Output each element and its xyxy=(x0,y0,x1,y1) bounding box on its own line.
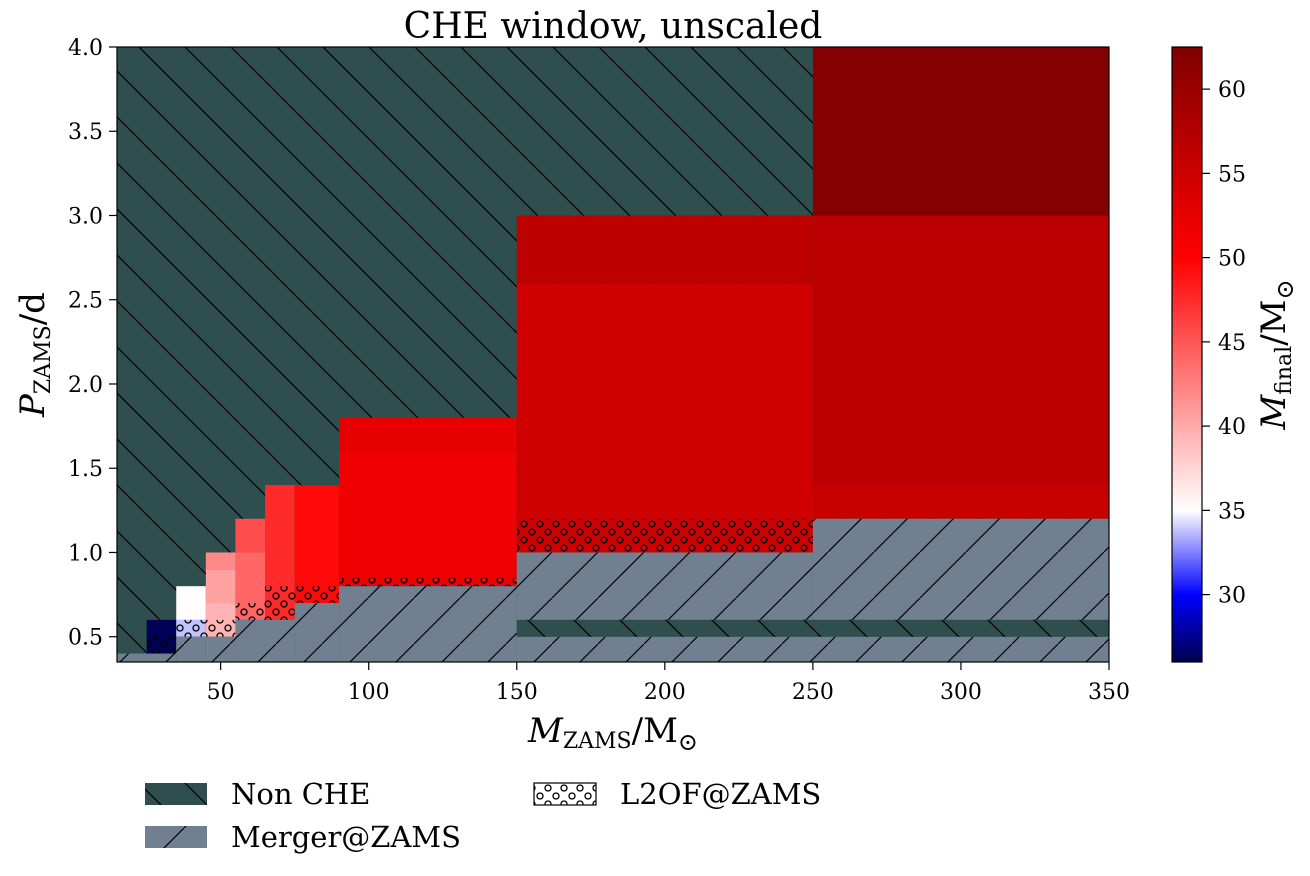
colorbar-label-unit-sub: ⊙ xyxy=(1271,279,1299,299)
l2of-hatch xyxy=(176,619,206,637)
x-tick-label: 100 xyxy=(348,680,390,705)
y-axis-label: PZAMS/d xyxy=(13,292,56,418)
heatmap-cell xyxy=(812,215,1109,486)
l2of-hatch xyxy=(235,603,266,620)
y-axis-label-unit: d xyxy=(13,292,53,314)
merger-hatch xyxy=(516,636,1109,662)
x-axis-label: MZAMS/M⊙ xyxy=(527,711,698,756)
l2of-hatch xyxy=(265,586,295,620)
colorbar-tick-label: 45 xyxy=(1218,331,1246,356)
legend-label: Non CHE xyxy=(231,777,370,811)
heatmap-cell xyxy=(205,552,236,570)
y-axis-label-var: P xyxy=(13,393,53,418)
plot-area xyxy=(117,47,1109,662)
x-tick-label: 250 xyxy=(792,680,834,705)
l2of-hatch xyxy=(339,577,517,587)
chart-title: CHE window, unscaled xyxy=(404,6,823,47)
merger-hatch xyxy=(176,636,206,662)
merger-hatch xyxy=(339,586,517,662)
colorbar-tick-label: 55 xyxy=(1218,162,1246,187)
colorbar-label-var: M xyxy=(1254,394,1294,431)
y-axis-label-slash: / xyxy=(13,313,53,325)
legend: Non CHE Merger@ZAMS L2OF@ZAMS xyxy=(145,777,821,854)
merger-hatch xyxy=(294,603,340,662)
merger-hatch xyxy=(812,518,1109,620)
heatmap-cell xyxy=(812,47,1109,216)
plot-frame xyxy=(116,46,1110,663)
merger-hatch xyxy=(205,636,236,662)
y-tick-label: 1.5 xyxy=(68,457,103,482)
x-axis-label-sub: ZAMS xyxy=(563,729,632,754)
colorbar-tick-label: 60 xyxy=(1218,78,1246,103)
x-axis-label-var: M xyxy=(527,711,564,751)
x-tick-label: 200 xyxy=(644,680,686,705)
heatmap-cell xyxy=(516,282,813,553)
y-tick-label: 3.5 xyxy=(68,120,103,145)
colorbar-tick-label: 30 xyxy=(1218,584,1246,609)
legend-swatch-hatch xyxy=(534,783,596,805)
heatmap-cell xyxy=(176,586,206,620)
merger-hatch xyxy=(516,552,813,620)
merger-hatch xyxy=(265,619,295,662)
y-tick-label: 1.0 xyxy=(68,541,103,566)
x-tick-label: 300 xyxy=(940,680,982,705)
legend-swatch-hatch xyxy=(145,783,207,805)
x-axis: 50 100 150 200 250 300 350 xyxy=(207,662,1130,705)
x-axis-label-unit-sub: ⊙ xyxy=(678,728,698,756)
heatmap-cell xyxy=(294,485,340,604)
heatmap-cell xyxy=(516,215,813,283)
heatmap-cell xyxy=(339,417,517,452)
heatmap-cell xyxy=(339,451,517,587)
l2of-hatch xyxy=(205,619,236,637)
x-axis-label-slash: / xyxy=(632,711,644,751)
colorbar xyxy=(1171,46,1203,663)
y-tick-label: 3.0 xyxy=(68,204,103,229)
merger-hatch xyxy=(117,653,147,662)
l2of-hatch xyxy=(146,636,177,654)
heatmap-cell xyxy=(235,518,266,553)
legend-label: L2OF@ZAMS xyxy=(620,777,821,811)
colorbar-label-slash: / xyxy=(1254,334,1294,346)
heatmap-cell xyxy=(205,569,236,604)
legend-swatch-hatch xyxy=(145,826,207,848)
l2of-hatch xyxy=(516,518,813,553)
l2of-hatch xyxy=(294,586,340,604)
colorbar-label-sub: final xyxy=(1272,346,1297,395)
y-tick-label: 0.5 xyxy=(68,626,103,651)
merger-hatch xyxy=(146,653,177,662)
x-tick-label: 50 xyxy=(207,680,235,705)
colorbar-tick-label: 35 xyxy=(1218,499,1246,524)
colorbar-label: Mfinal/M⊙ xyxy=(1254,279,1299,430)
colorbar-ticks: 30 35 40 45 50 55 60 xyxy=(1202,78,1246,609)
heatmap-cell xyxy=(812,485,1109,519)
y-axis: 0.5 1.0 1.5 2.0 2.5 3.0 3.5 4.0 xyxy=(68,36,117,651)
y-tick-label: 4.0 xyxy=(68,36,103,61)
y-axis-label-sub: ZAMS xyxy=(31,325,56,394)
x-axis-label-unit: M xyxy=(643,711,678,751)
legend-label: Merger@ZAMS xyxy=(231,820,461,854)
x-tick-label: 350 xyxy=(1088,680,1130,705)
y-tick-label: 2.0 xyxy=(68,373,103,398)
merger-hatch xyxy=(235,619,266,662)
non-che-strip-hatch xyxy=(516,619,1109,637)
colorbar-label-unit: M xyxy=(1254,299,1294,334)
colorbar-tick-label: 40 xyxy=(1218,415,1246,440)
y-tick-label: 2.5 xyxy=(68,289,103,314)
colorbar-tick-label: 50 xyxy=(1218,247,1246,272)
x-tick-label: 150 xyxy=(496,680,538,705)
